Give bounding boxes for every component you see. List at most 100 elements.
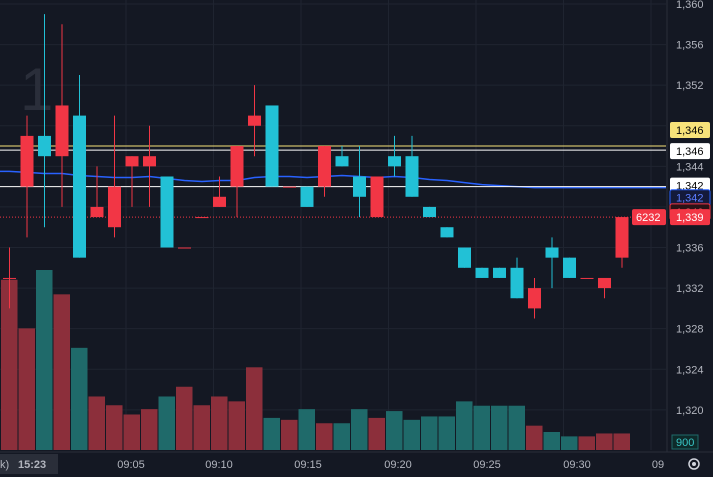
candle-body[interactable]	[370, 176, 384, 218]
volume-badge-bg	[671, 434, 699, 450]
x-tick-label: 09:15	[294, 459, 322, 471]
volume-bar	[456, 401, 473, 450]
y-tick-label: 1,328	[676, 324, 704, 336]
candle-body[interactable]	[125, 156, 139, 167]
settings-gear-icon[interactable]	[688, 458, 700, 470]
candle-body[interactable]	[598, 277, 611, 289]
time-axis[interactable]	[0, 452, 713, 477]
volume-bar	[298, 409, 315, 450]
candle-body[interactable]	[318, 146, 331, 187]
volume-bar	[438, 416, 455, 450]
volume-bar	[596, 433, 613, 450]
volume-bar	[403, 419, 420, 450]
candle-body[interactable]	[213, 196, 226, 207]
candle-body[interactable]	[265, 105, 279, 187]
x-tick-label: 09:05	[117, 459, 145, 471]
y-tick-label: 1,324	[676, 364, 704, 376]
candle-body[interactable]	[195, 217, 209, 219]
volume-bar	[211, 396, 228, 450]
last-price-badge: 1,339	[676, 212, 704, 224]
candle-body[interactable]	[3, 277, 16, 279]
candle-body[interactable]	[580, 277, 594, 279]
volume-bar	[543, 432, 560, 450]
volume-bar	[578, 436, 595, 450]
volume-bar	[246, 367, 263, 450]
candle-body[interactable]	[423, 206, 436, 218]
volume-bar	[333, 423, 350, 450]
volume-bar	[368, 417, 385, 450]
y-tick-label: 1,320	[676, 405, 704, 417]
candle-body[interactable]	[283, 186, 296, 188]
volume-badge: 900	[676, 437, 694, 449]
candle-body[interactable]	[90, 206, 104, 218]
volume-bar	[123, 414, 140, 450]
x-tick-label: 09:20	[384, 459, 412, 471]
candle-body[interactable]	[458, 247, 471, 268]
candle-body[interactable]	[388, 156, 401, 167]
volume-bar	[53, 294, 70, 450]
candle-body[interactable]	[405, 156, 419, 197]
volume-bar	[281, 419, 298, 450]
candle-body[interactable]	[178, 247, 191, 249]
last-price-badge-bg	[670, 209, 710, 226]
volume-bar	[561, 436, 578, 450]
volume-bar	[386, 411, 403, 450]
candle-body[interactable]	[20, 135, 34, 187]
volume-bar	[18, 328, 35, 450]
candle-body[interactable]	[440, 227, 454, 238]
yellow-level-badge-bg	[670, 122, 710, 139]
candle-body[interactable]	[475, 267, 489, 278]
countdown-badge: 6232	[636, 212, 660, 224]
volume-bar	[1, 279, 18, 450]
white-level-badge: 1,346	[676, 146, 704, 158]
candle-body[interactable]	[528, 288, 541, 309]
candle-body[interactable]	[510, 267, 524, 299]
ma-value-badge: 1,342	[676, 193, 704, 205]
time-readout: 15:23	[18, 459, 46, 471]
interval-watermark: 1	[20, 56, 53, 123]
candle-body[interactable]	[300, 186, 314, 207]
volume-bar	[158, 396, 175, 450]
volume-bar	[263, 417, 280, 450]
volume-bar	[421, 416, 438, 450]
price-axis[interactable]	[667, 0, 713, 452]
candle-body[interactable]	[248, 115, 261, 126]
candle-body[interactable]	[108, 186, 121, 228]
candle-body[interactable]	[230, 146, 244, 187]
candle-body[interactable]	[353, 176, 366, 197]
x-tick-label: 09:10	[205, 459, 233, 471]
y-tick-label: 1,336	[676, 243, 704, 255]
volume-bar	[491, 405, 508, 450]
candle-body[interactable]	[38, 135, 51, 157]
candle-body[interactable]	[563, 257, 576, 278]
volume-bar	[36, 270, 53, 450]
candle-body[interactable]	[615, 217, 629, 258]
volume-bar	[88, 396, 105, 450]
volume-bar	[351, 409, 368, 450]
time-readout-prefix: k)	[0, 459, 9, 471]
volume-bar	[228, 401, 245, 450]
volume-bar	[526, 425, 543, 450]
candle-body[interactable]	[335, 156, 349, 167]
volume-bar	[613, 433, 630, 450]
volume-bar	[473, 405, 490, 450]
moving-average-line	[0, 170, 666, 189]
candle-body[interactable]	[73, 115, 86, 258]
candle-body[interactable]	[143, 156, 156, 167]
x-tick-label: 09:25	[473, 459, 501, 471]
y-tick-label: 1,352	[676, 80, 704, 92]
candle-body[interactable]	[493, 267, 506, 278]
countdown-badge-bg	[632, 209, 666, 226]
candle-body[interactable]	[160, 176, 174, 248]
volume-bar	[106, 405, 123, 450]
candle-body[interactable]	[545, 247, 559, 258]
x-tick-label: 09:30	[563, 459, 591, 471]
y-tick-label: 1,332	[676, 283, 704, 295]
x-tick-label: 09	[652, 459, 664, 471]
volume-bar	[193, 405, 210, 450]
time-readout-bg	[0, 454, 58, 474]
candle-body[interactable]	[55, 105, 69, 157]
